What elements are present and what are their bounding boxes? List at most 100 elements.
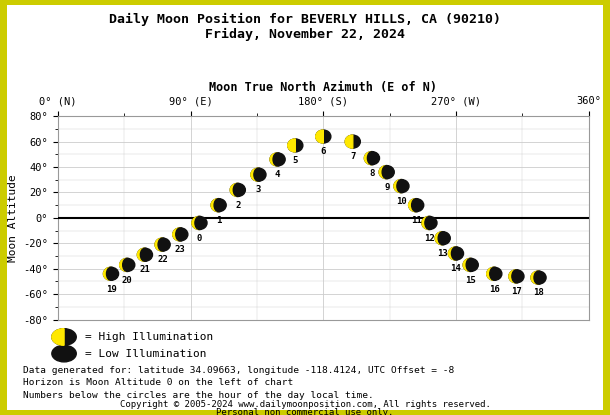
Text: Daily Moon Position for BEVERLY HILLS, CA (90210): Daily Moon Position for BEVERLY HILLS, C… xyxy=(109,13,501,27)
Text: Horizon is Moon Altitude 0 on the left of chart: Horizon is Moon Altitude 0 on the left o… xyxy=(23,378,293,387)
Circle shape xyxy=(316,130,331,143)
Wedge shape xyxy=(137,248,145,261)
Ellipse shape xyxy=(490,267,499,280)
Ellipse shape xyxy=(140,248,149,261)
Circle shape xyxy=(120,259,135,271)
Text: 20: 20 xyxy=(122,276,132,285)
Ellipse shape xyxy=(382,166,391,178)
Wedge shape xyxy=(288,139,295,152)
Circle shape xyxy=(448,247,464,260)
Ellipse shape xyxy=(425,217,434,229)
Ellipse shape xyxy=(273,153,282,166)
Wedge shape xyxy=(509,270,517,283)
Ellipse shape xyxy=(451,247,461,260)
Text: 11: 11 xyxy=(411,216,422,225)
Text: Data generated for: latitude 34.09663, longitude -118.4124, UTC Offset = -8: Data generated for: latitude 34.09663, l… xyxy=(23,366,454,375)
Wedge shape xyxy=(487,267,494,280)
Circle shape xyxy=(394,180,409,193)
Wedge shape xyxy=(379,166,387,178)
Text: 9: 9 xyxy=(384,183,389,192)
Ellipse shape xyxy=(512,270,521,283)
Text: 4: 4 xyxy=(275,170,280,179)
Wedge shape xyxy=(422,217,429,229)
Circle shape xyxy=(173,228,188,241)
Circle shape xyxy=(463,259,478,271)
Text: Personal non commercial use only.: Personal non commercial use only. xyxy=(217,408,393,415)
Wedge shape xyxy=(531,271,539,284)
Text: 2: 2 xyxy=(235,200,240,210)
Text: Numbers below the circles are the hour of the day local time.: Numbers below the circles are the hour o… xyxy=(23,391,374,400)
Wedge shape xyxy=(394,180,401,193)
Wedge shape xyxy=(155,238,163,251)
Circle shape xyxy=(155,238,170,251)
Text: 21: 21 xyxy=(140,266,150,274)
Circle shape xyxy=(345,135,361,148)
Circle shape xyxy=(137,248,152,261)
Circle shape xyxy=(104,267,118,280)
Ellipse shape xyxy=(397,180,406,193)
Circle shape xyxy=(270,153,285,166)
Ellipse shape xyxy=(107,267,115,280)
Wedge shape xyxy=(409,199,416,212)
Circle shape xyxy=(52,345,76,362)
Circle shape xyxy=(409,199,424,212)
Wedge shape xyxy=(364,151,372,165)
Circle shape xyxy=(364,151,379,165)
Circle shape xyxy=(192,217,207,229)
Circle shape xyxy=(379,166,394,178)
Text: 8: 8 xyxy=(369,169,375,178)
Text: 23: 23 xyxy=(175,245,185,254)
Text: 5: 5 xyxy=(293,156,298,165)
Wedge shape xyxy=(435,232,443,245)
Ellipse shape xyxy=(195,217,204,229)
Wedge shape xyxy=(104,267,111,280)
Wedge shape xyxy=(251,168,259,181)
Ellipse shape xyxy=(367,151,376,165)
Text: 17: 17 xyxy=(511,287,522,296)
Circle shape xyxy=(211,199,226,212)
Text: 14: 14 xyxy=(451,264,461,273)
Text: 19: 19 xyxy=(106,285,117,293)
Ellipse shape xyxy=(412,199,421,212)
Wedge shape xyxy=(448,247,456,260)
Text: = Low Illumination: = Low Illumination xyxy=(85,349,207,359)
Ellipse shape xyxy=(254,168,263,181)
Text: 6: 6 xyxy=(321,147,326,156)
Ellipse shape xyxy=(176,228,185,241)
Text: 7: 7 xyxy=(350,152,356,161)
Circle shape xyxy=(288,139,303,152)
Circle shape xyxy=(251,168,266,181)
Wedge shape xyxy=(173,228,181,241)
Wedge shape xyxy=(211,199,218,212)
Text: 3: 3 xyxy=(256,186,261,194)
Wedge shape xyxy=(270,153,278,166)
Circle shape xyxy=(435,232,450,245)
Text: 10: 10 xyxy=(396,197,407,206)
Ellipse shape xyxy=(438,232,447,245)
Ellipse shape xyxy=(214,199,223,212)
Wedge shape xyxy=(345,135,353,148)
Text: 12: 12 xyxy=(424,234,435,243)
Wedge shape xyxy=(316,130,323,143)
Text: Copyright © 2005-2024 www.dailymoonposition.com, All rights reserved.: Copyright © 2005-2024 www.dailymoonposit… xyxy=(120,400,490,409)
Text: 18: 18 xyxy=(533,288,544,297)
Circle shape xyxy=(487,267,502,280)
Wedge shape xyxy=(463,259,471,271)
Wedge shape xyxy=(230,183,238,196)
Ellipse shape xyxy=(158,238,167,251)
Text: 0: 0 xyxy=(197,234,202,243)
Text: 16: 16 xyxy=(489,285,500,293)
Ellipse shape xyxy=(534,271,543,284)
Wedge shape xyxy=(52,329,64,345)
X-axis label: Moon True North Azimuth (E of N): Moon True North Azimuth (E of N) xyxy=(209,81,437,94)
Circle shape xyxy=(531,271,546,284)
Text: 13: 13 xyxy=(437,249,448,258)
Circle shape xyxy=(509,270,524,283)
Ellipse shape xyxy=(123,259,132,271)
Ellipse shape xyxy=(466,259,475,271)
Circle shape xyxy=(422,217,437,229)
Text: 22: 22 xyxy=(157,255,168,264)
Wedge shape xyxy=(192,217,199,229)
Wedge shape xyxy=(120,259,127,271)
Y-axis label: Moon Altitude: Moon Altitude xyxy=(8,174,18,262)
